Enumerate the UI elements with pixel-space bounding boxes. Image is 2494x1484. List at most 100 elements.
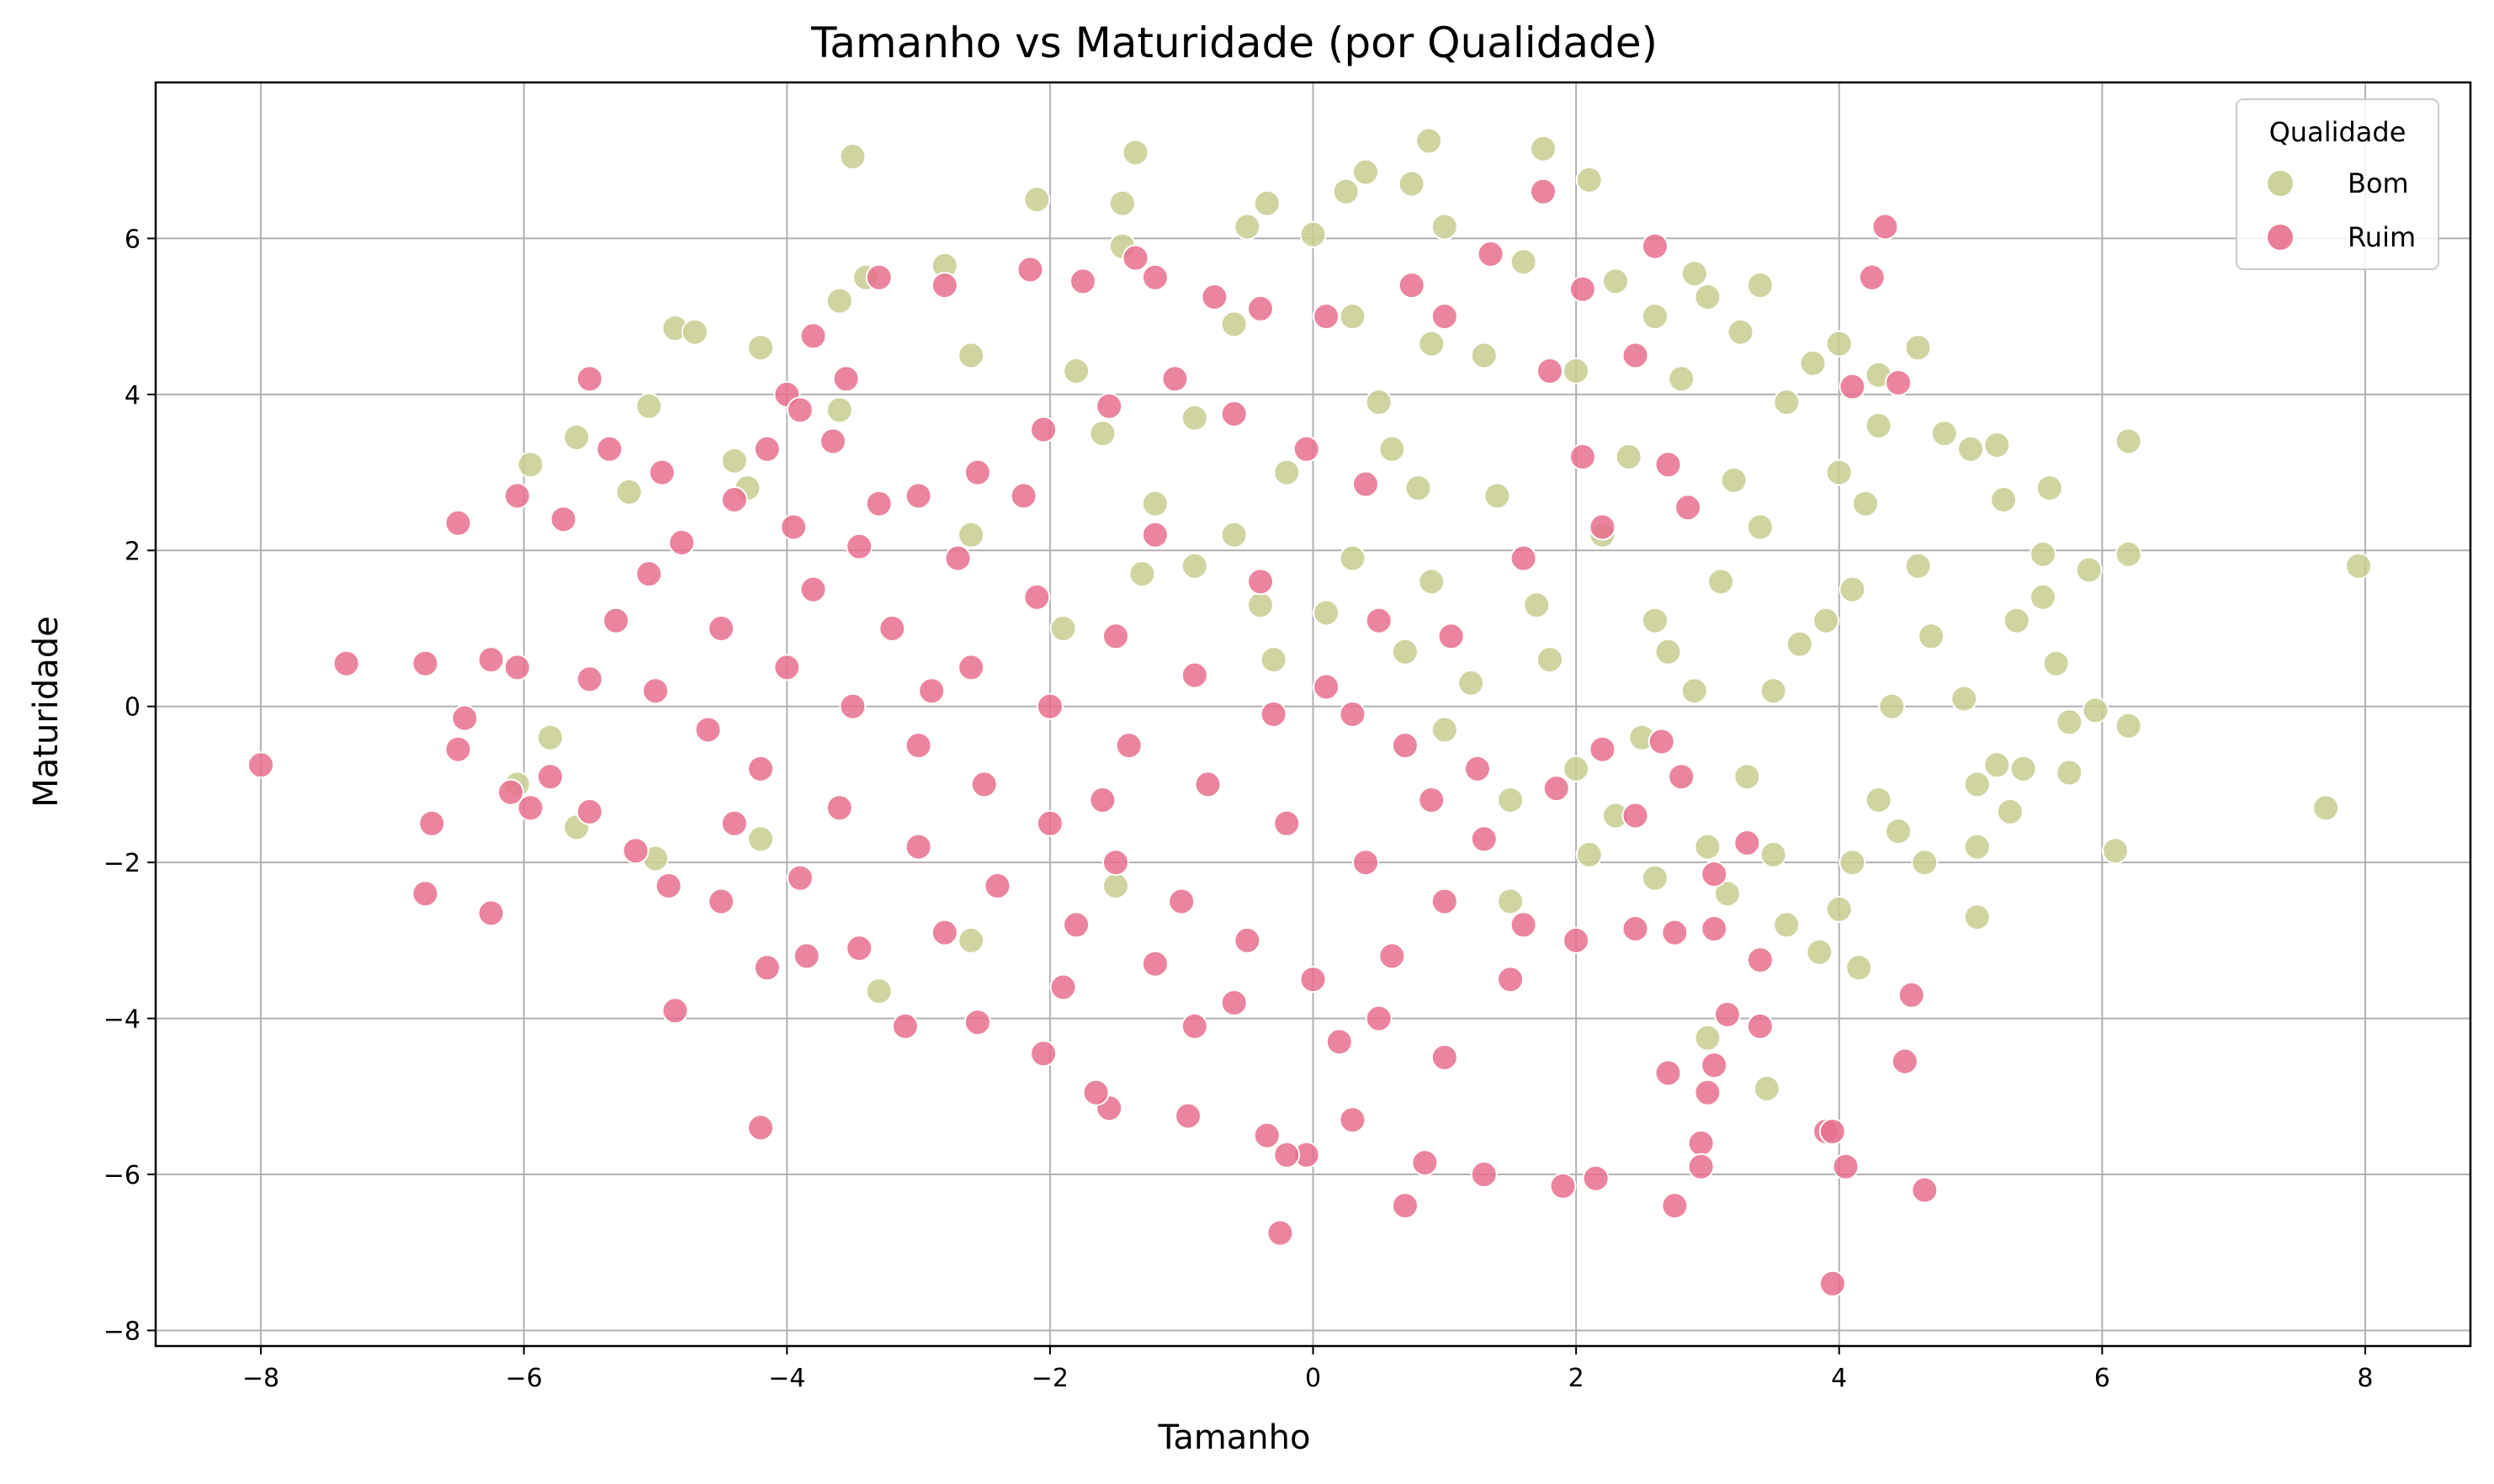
point-ruim — [878, 615, 906, 642]
point-ruim — [846, 935, 873, 962]
point-bom — [825, 287, 853, 315]
point-bom — [1641, 303, 1669, 331]
point-ruim — [1115, 732, 1143, 760]
legend-label-bom: Bom — [2348, 167, 2409, 199]
point-ruim — [1036, 692, 1064, 720]
point-ruim — [1568, 275, 1596, 303]
point-bom — [1470, 342, 1498, 369]
point-bom — [536, 723, 564, 751]
point-ruim — [1654, 1059, 1682, 1087]
point-bom — [1694, 1024, 1722, 1052]
point-bom — [2115, 712, 2142, 739]
point-ruim — [635, 560, 663, 588]
point-ruim — [444, 509, 472, 537]
point-ruim — [503, 482, 531, 510]
point-ruim — [655, 872, 682, 899]
point-ruim — [1701, 1052, 1728, 1079]
point-ruim — [1299, 966, 1327, 994]
point-ruim — [1096, 392, 1123, 420]
point-bom — [1990, 486, 2018, 513]
point-ruim — [1339, 1106, 1366, 1134]
point-bom — [1983, 751, 2011, 779]
point-ruim — [622, 837, 650, 865]
point-ruim — [1563, 926, 1590, 954]
point-bom — [1510, 248, 1537, 276]
point-ruim — [786, 864, 814, 892]
point-ruim — [1273, 809, 1301, 837]
point-ruim — [477, 899, 505, 927]
point-bom — [1825, 895, 1853, 923]
y-axis-ticks: −8 −6 −4 −2 0 2 4 6 — [103, 225, 156, 1346]
point-bom — [1378, 435, 1406, 463]
point-ruim — [332, 649, 360, 677]
point-ruim — [1911, 1176, 1939, 1204]
point-bom — [1720, 466, 1748, 494]
point-bom — [1108, 189, 1136, 217]
point-bom — [1799, 349, 1827, 377]
point-ruim — [905, 833, 932, 861]
point-ruim — [1365, 607, 1393, 634]
point-ruim — [1510, 911, 1537, 939]
point-bom — [1089, 420, 1117, 448]
point-ruim — [773, 654, 801, 681]
point-ruim — [1181, 661, 1208, 689]
point-ruim — [865, 490, 893, 517]
point-bom — [1806, 938, 1833, 966]
point-ruim — [1701, 861, 1728, 888]
point-ruim — [1542, 775, 1570, 803]
point-bom — [1536, 646, 1563, 674]
point-bom — [1825, 458, 1853, 486]
point-ruim — [825, 794, 853, 822]
point-ruim — [1141, 521, 1169, 549]
point-bom — [2003, 607, 2030, 634]
point-bom — [1680, 677, 1708, 705]
point-bom — [1141, 490, 1169, 517]
point-ruim — [1102, 623, 1129, 650]
point-ruim — [642, 677, 669, 705]
point-ruim — [1694, 1079, 1722, 1106]
x-tick-label: −2 — [1032, 1364, 1069, 1393]
point-ruim — [1589, 513, 1616, 541]
point-bom — [958, 521, 985, 549]
point-ruim — [1463, 755, 1491, 782]
point-bom — [1220, 521, 1248, 549]
point-ruim — [1313, 673, 1340, 701]
point-ruim — [1049, 973, 1077, 1001]
point-ruim — [1858, 263, 1886, 291]
point-ruim — [1082, 1079, 1110, 1106]
chart-title: Tamanho vs Maturidade (por Qualidade) — [810, 19, 1658, 67]
point-bom — [1812, 607, 1840, 634]
point-ruim — [1194, 771, 1222, 798]
point-ruim — [905, 732, 932, 760]
point-bom — [1457, 669, 1485, 697]
legend-marker-ruim — [2268, 225, 2293, 250]
point-bom — [1102, 872, 1129, 899]
point-ruim — [418, 809, 446, 837]
point-bom — [2030, 540, 2056, 568]
point-ruim — [648, 458, 676, 486]
point-ruim — [1378, 942, 1406, 970]
point-bom — [1963, 833, 1991, 861]
point-ruim — [1839, 373, 1866, 400]
point-ruim — [1365, 1004, 1393, 1032]
point-ruim — [1175, 1102, 1202, 1130]
legend-marker-bom — [2268, 171, 2293, 196]
points-layer — [247, 127, 2373, 1297]
point-bom — [1904, 552, 1932, 580]
point-ruim — [720, 486, 748, 513]
point-ruim — [1733, 829, 1761, 856]
point-ruim — [1621, 802, 1649, 829]
point-bom — [1234, 213, 1261, 241]
y-tick-label: −8 — [103, 1317, 141, 1346]
point-bom — [1746, 513, 1774, 541]
point-bom — [1313, 599, 1340, 627]
point-bom — [1530, 135, 1557, 162]
point-ruim — [247, 751, 274, 779]
point-bom — [1713, 880, 1741, 908]
point-ruim — [602, 607, 630, 634]
point-ruim — [1818, 1118, 1846, 1145]
point-ruim — [1273, 1141, 1301, 1169]
point-bom — [1996, 798, 2024, 825]
point-bom — [1339, 544, 1366, 572]
point-ruim — [1063, 911, 1090, 939]
